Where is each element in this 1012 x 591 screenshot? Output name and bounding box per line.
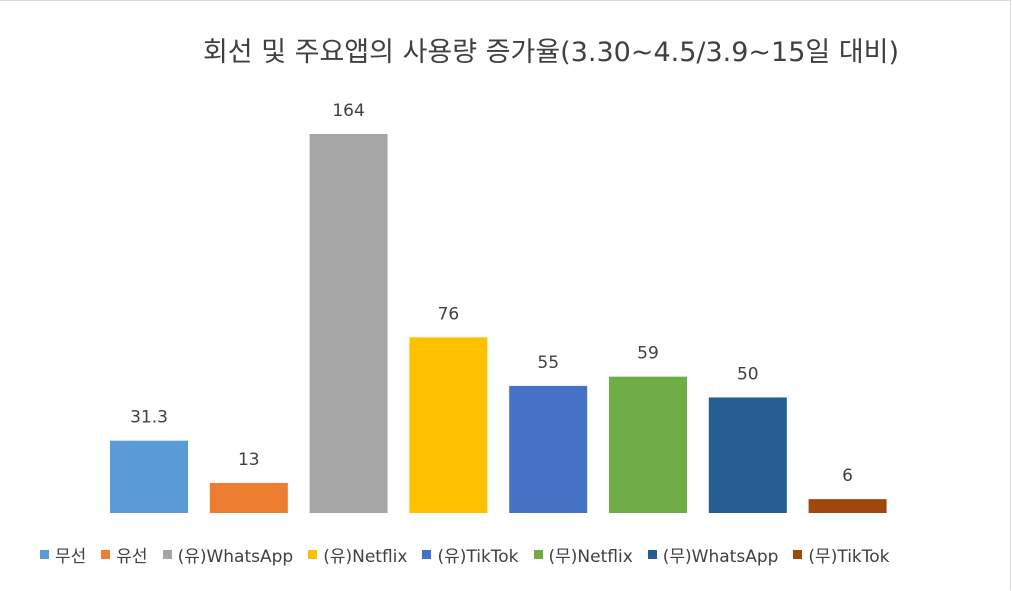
legend-item-6: (무)Netflix — [533, 542, 633, 567]
legend-item-5: (유)TikTok — [422, 542, 519, 567]
legend-item-7: (무)WhatsApp — [647, 542, 779, 567]
legend-label: (유)WhatsApp — [177, 546, 294, 567]
data-label-5: 55 — [537, 353, 559, 373]
legend-label: (무)Netflix — [548, 546, 633, 567]
bar-4 — [409, 337, 488, 513]
legend-label: (무)WhatsApp — [662, 546, 779, 567]
data-label-6: 59 — [637, 344, 659, 364]
legend-swatch — [101, 549, 111, 559]
legend-label: (유)TikTok — [437, 546, 519, 567]
legend-label: (무)TikTok — [808, 546, 890, 567]
legend-label: 유선 — [116, 546, 148, 567]
data-label-3: 164 — [332, 101, 364, 121]
legend-swatch — [162, 549, 172, 559]
bar-8 — [808, 499, 887, 513]
chart-legend: 무선 유선 (유)WhatsApp (유)Netflix (유)TikTok (무)Net… — [40, 542, 890, 567]
legend-item-3: (유)WhatsApp — [162, 542, 294, 567]
legend-swatch — [422, 549, 432, 559]
chart-title: 회선 및 주요앱의 사용량 증가율(3.30~4.5/3.9~15일 대비) — [202, 37, 900, 68]
legend-item-4: (유)Netflix — [308, 542, 407, 567]
legend-swatch — [40, 549, 49, 559]
bar-3 — [309, 134, 388, 513]
bar-7 — [708, 397, 787, 513]
data-label-4: 76 — [438, 304, 460, 324]
legend-item-1: 무선 — [40, 542, 86, 567]
bar-5 — [509, 385, 588, 513]
legend-swatch — [533, 549, 543, 559]
legend-swatch — [793, 549, 803, 559]
bar-2 — [209, 482, 288, 513]
data-label-7: 50 — [737, 364, 759, 384]
data-label-8: 6 — [842, 466, 853, 486]
data-label-1: 31.3 — [130, 408, 168, 428]
data-label-2: 13 — [238, 450, 260, 470]
bar-6 — [609, 376, 687, 513]
legend-item-2: 유선 — [101, 542, 148, 567]
bar-1 — [110, 440, 188, 513]
legend-label: 무선 — [55, 546, 87, 567]
legend-item-8: (무)TikTok — [793, 542, 890, 567]
legend-swatch — [647, 549, 657, 559]
legend-label: (유)Netflix — [323, 546, 408, 567]
legend-swatch — [308, 549, 318, 559]
